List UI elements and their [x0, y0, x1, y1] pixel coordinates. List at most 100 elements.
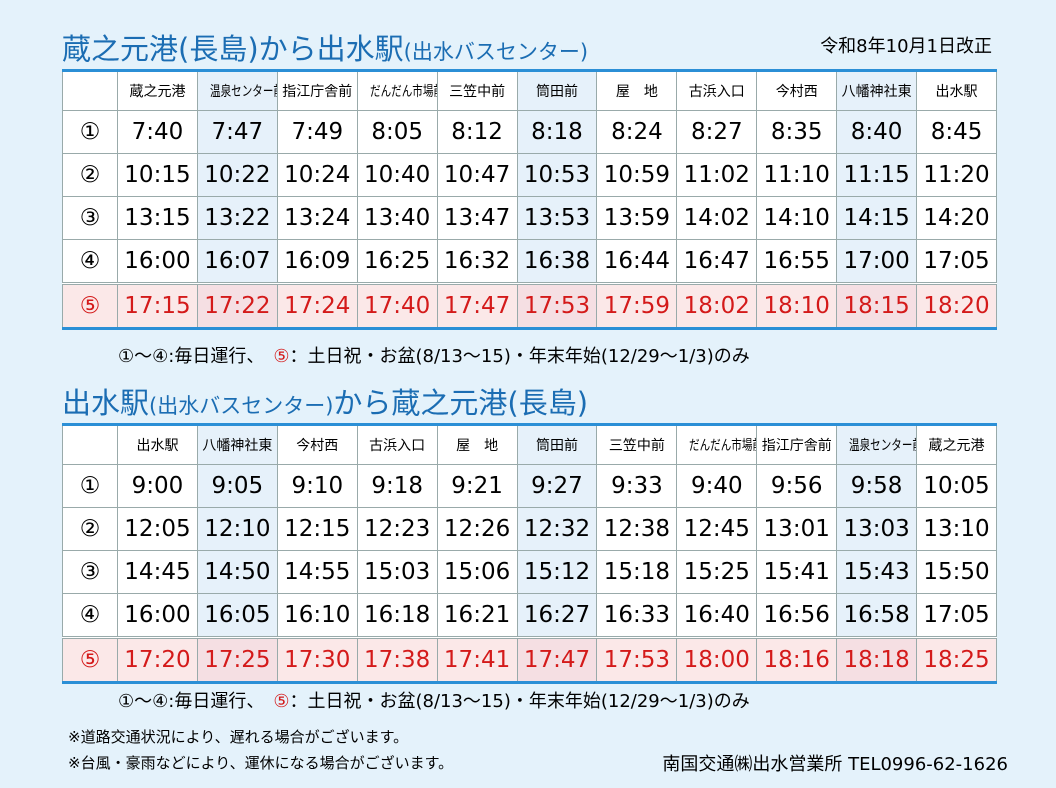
time-cell: 14:55 [276, 550, 358, 594]
stop-header: 指江庁舎前 [756, 424, 838, 465]
trip-number: ④ [62, 593, 118, 638]
trip-number: ② [62, 507, 118, 551]
stop-header: だんだん市場前 [676, 424, 758, 465]
title-part: から蔵之元港(長島) [333, 386, 589, 420]
title: 蔵之元港(長島)から出水駅(出水バスセンター) [62, 26, 588, 68]
time-cell: 8:27 [676, 110, 758, 154]
time-cell: 12:23 [356, 507, 438, 551]
time-cell: 16:44 [596, 239, 678, 284]
time-cell: 17:30 [276, 636, 358, 683]
title-part: (出水バスセンター) [149, 394, 334, 418]
stop-header: 八幡神社東 [196, 424, 278, 465]
trip-number: ① [62, 464, 118, 508]
stop-name: 指江庁舎前 [761, 438, 832, 454]
trip-row: ① 9:00 9:05 9:10 9:18 9:21 9:27 9:33 9:40 9:56 9:5… [62, 464, 997, 508]
time-cell: 9:10 [276, 464, 358, 508]
time-cell: 16:40 [676, 593, 758, 638]
stop-header: 古浜入口 [356, 424, 438, 465]
trip-number: ③ [62, 196, 118, 240]
time-cell: 9:40 [676, 464, 758, 508]
time-cell: 12:32 [516, 507, 598, 551]
stop-name: だんだん市場前 [369, 84, 438, 100]
time-cell: 9:18 [356, 464, 438, 508]
stop-name: 三笠中前 [449, 84, 506, 100]
time-cell: 17:00 [836, 239, 918, 284]
stop-header: 出水駅 [117, 424, 198, 465]
stop-header: 屋 地 [436, 424, 518, 465]
time-cell: 9:33 [596, 464, 678, 508]
time-cell: 13:22 [196, 196, 278, 240]
time-cell: 14:50 [196, 550, 278, 594]
stop-name: 古浜入口 [369, 438, 426, 454]
title: 出水駅(出水バスセンター)から蔵之元港(長島) [62, 380, 588, 422]
time-cell: 13:03 [836, 507, 918, 551]
time-cell: 17:05 [916, 593, 997, 638]
time-cell: 16:38 [516, 239, 598, 284]
stop-name: 屋 地 [456, 438, 499, 454]
stop-name: 出水駅 [935, 84, 978, 100]
stop-name: 指江庁舎前 [282, 84, 353, 100]
stop-header: 蔵之元港 [916, 424, 997, 465]
time-cell: 17:47 [436, 282, 518, 329]
time-cell: 18:10 [756, 282, 838, 329]
title-main: 蔵之元港(長島)から出水駅 [62, 32, 404, 66]
time-cell: 7:40 [117, 110, 198, 154]
time-cell: 8:05 [356, 110, 438, 154]
time-cell: 13:53 [516, 196, 598, 240]
time-cell: 13:15 [117, 196, 198, 240]
time-cell: 17:47 [516, 636, 598, 683]
title-part: 出水駅 [62, 386, 150, 420]
time-cell: 16:47 [676, 239, 758, 284]
time-cell: 16:58 [836, 593, 918, 638]
time-cell: 10:59 [596, 153, 678, 197]
trip-number: ⑤ [62, 636, 118, 683]
time-cell: 8:35 [756, 110, 838, 154]
stop-name: 八幡神社東 [841, 84, 912, 100]
stop-header: 八幡神社東 [836, 70, 918, 111]
company: 南国交通㈱出水営業所 TEL0996-62-1626 [662, 754, 1008, 775]
time-cell: 13:24 [276, 196, 358, 240]
time-cell: 16:56 [756, 593, 838, 638]
time-cell: 8:24 [596, 110, 678, 154]
time-cell: 15:18 [596, 550, 678, 594]
note-text: ①～④:毎日運行、 [118, 346, 256, 367]
note-mark: ⑤ [273, 691, 290, 712]
note-text: ：土日祝・お盆(8/13～15)・年末年始(12/29～1/3)のみ [289, 691, 750, 712]
time-cell: 16:00 [117, 593, 198, 638]
time-cell: 17:05 [916, 239, 997, 284]
stop-header: 温泉センター前 [836, 424, 918, 465]
trip-number: ⑤ [62, 282, 118, 329]
note-text: ①～④:毎日運行、 [118, 691, 256, 712]
time-cell: 13:01 [756, 507, 838, 551]
time-cell: 16:10 [276, 593, 358, 638]
header-row: 出水駅 八幡神社東 今村西 古浜入口 屋 地 筒田前 三笠中前 だんだん市場前 指江庁舎前 温泉セ… [62, 424, 997, 465]
stop-header: 筒田前 [516, 70, 598, 111]
trip-row: ⑤ 17:15 17:22 17:24 17:40 17:47 17:53 17:59 18:0… [62, 282, 997, 329]
time-cell: 17:20 [117, 636, 198, 683]
stop-name: 筒田前 [535, 438, 578, 454]
time-cell: 17:53 [596, 636, 678, 683]
stop-name: 今村西 [775, 84, 818, 100]
time-cell: 16:33 [596, 593, 678, 638]
time-cell: 13:40 [356, 196, 438, 240]
stop-header: 屋 地 [596, 70, 678, 111]
time-cell: 15:41 [756, 550, 838, 594]
time-cell: 9:21 [436, 464, 518, 508]
time-cell: 17:41 [436, 636, 518, 683]
time-cell: 17:25 [196, 636, 278, 683]
trip-row: ③ 13:15 13:22 13:24 13:40 13:47 13:53 13:59 14:0… [62, 196, 997, 240]
title-sub: (出水バスセンター) [403, 40, 589, 64]
time-cell: 13:47 [436, 196, 518, 240]
footnote: ※道路交通状況により、遅れる場合がございます。 [68, 728, 409, 746]
header-row: 蔵之元港 温泉センター前 指江庁舎前 だんだん市場前 三笠中前 筒田前 屋 地 古浜入口 今村西… [62, 70, 997, 111]
time-cell: 12:15 [276, 507, 358, 551]
stop-name: 筒田前 [535, 84, 578, 100]
time-cell: 15:12 [516, 550, 598, 594]
stop-header: 今村西 [756, 70, 838, 111]
stop-header: だんだん市場前 [356, 70, 438, 111]
time-cell: 17:38 [356, 636, 438, 683]
note-mark: ⑤ [273, 346, 290, 367]
trip-row: ③ 14:45 14:50 14:55 15:03 15:06 15:12 15:18 15:2… [62, 550, 997, 594]
time-cell: 15:43 [836, 550, 918, 594]
